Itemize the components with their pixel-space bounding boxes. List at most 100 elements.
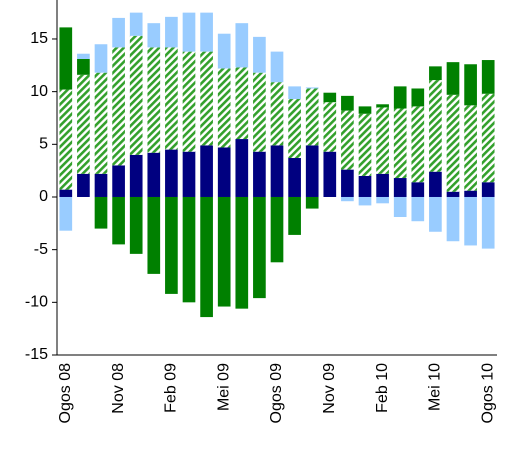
x-tick-label: Ogos 10 [479, 363, 496, 424]
bar-segment [235, 196, 249, 309]
bar-segment [376, 104, 389, 108]
bar-segment [481, 182, 495, 197]
bar-segment [129, 154, 143, 197]
bar-segment [77, 53, 90, 59]
bar-segment [376, 107, 389, 174]
bar-segment [429, 80, 442, 172]
bar-segment [200, 51, 213, 146]
bar-segment [77, 173, 90, 197]
bar-segment [446, 196, 460, 242]
bar-segment [112, 165, 125, 197]
bar-segment [165, 149, 178, 197]
bar-segment [288, 99, 301, 159]
bar-segment [481, 60, 495, 94]
bar-segment [253, 196, 266, 299]
bar-segment [235, 67, 249, 140]
x-tick-label: Feb 10 [374, 363, 391, 413]
x-tick-label: Ogos 09 [268, 363, 285, 424]
bar-segment [341, 196, 354, 202]
bar-segment [429, 66, 442, 81]
bar-segment [305, 196, 319, 209]
bar-segment [200, 196, 213, 318]
bar-segment [129, 12, 143, 36]
x-tick-label: Mei 09 [215, 363, 232, 411]
bar-segment [147, 47, 161, 153]
y-tick-label: -10 [25, 294, 48, 311]
bar-segment [288, 158, 301, 197]
bar-segment [112, 196, 125, 245]
bar-segment [200, 145, 213, 197]
bar-segment [112, 17, 125, 48]
bar-segment [464, 64, 477, 106]
bar-segment [112, 47, 125, 166]
bar-segment [217, 68, 231, 148]
bar-segment [358, 196, 372, 206]
bar-segment [358, 113, 372, 176]
bar-segment [235, 139, 249, 197]
bar-segment [59, 196, 73, 231]
bar-segment [270, 196, 284, 263]
bar-segment [59, 27, 73, 90]
bar-segment [323, 102, 337, 152]
bar-segment [393, 196, 407, 218]
bar-segment [446, 94, 460, 192]
x-tick-label: Feb 09 [163, 363, 180, 413]
y-tick-label: 0 [39, 188, 48, 205]
bar-segment [411, 182, 425, 197]
bar-segment [358, 106, 372, 114]
bar-segment [464, 105, 477, 191]
bar-segment [358, 175, 372, 197]
bar-segment [94, 196, 108, 229]
y-tick-label: -15 [25, 346, 48, 363]
bar-segment [393, 108, 407, 179]
bar-segment [253, 36, 266, 73]
bar-segment [481, 93, 495, 183]
bar-segment [464, 190, 477, 197]
bar-segment [270, 82, 284, 146]
bar-segment [270, 145, 284, 197]
x-tick-label: Nov 08 [110, 363, 127, 414]
bar-segment [376, 196, 389, 204]
x-tick-label: Ogos 08 [57, 363, 74, 424]
bar-segment [182, 196, 196, 303]
bar-segment [59, 189, 73, 197]
bar-segment [411, 196, 425, 222]
bar-segment [481, 196, 495, 249]
bar-segment [94, 72, 108, 174]
bar-segment [94, 44, 108, 73]
bar-segment [446, 191, 460, 197]
bar-segment [446, 62, 460, 95]
bar-segment [165, 16, 178, 48]
bar-segment [305, 87, 319, 89]
bar-segment [305, 88, 319, 146]
bar-segment [77, 74, 90, 174]
bar-segment [305, 145, 319, 197]
y-tick-label: 15 [30, 30, 48, 47]
bar-segment [129, 196, 143, 254]
bar-segment [323, 151, 337, 197]
bar-segment [147, 196, 161, 274]
bar-segment [429, 196, 442, 232]
bar-segment [270, 51, 284, 83]
bar-segment [165, 47, 178, 150]
bar-segment [288, 86, 301, 100]
bar-segment [323, 92, 337, 103]
bar-segment [235, 23, 249, 68]
bar-segment [217, 196, 231, 307]
bar-segment [200, 12, 213, 52]
bar-segment [393, 178, 407, 197]
bar-segment [253, 72, 266, 152]
bar-segment [411, 106, 425, 183]
bar-segment [288, 196, 301, 235]
bar-segment [341, 169, 354, 197]
bar-segment [393, 86, 407, 109]
bar-segment [411, 88, 425, 107]
bar-segment [77, 58, 90, 75]
bar-segment [182, 51, 196, 152]
bar-segment [429, 171, 442, 197]
bar-segment [59, 89, 73, 190]
bar-segment [182, 151, 196, 197]
bar-segment [341, 110, 354, 170]
bar-segment [147, 152, 161, 197]
